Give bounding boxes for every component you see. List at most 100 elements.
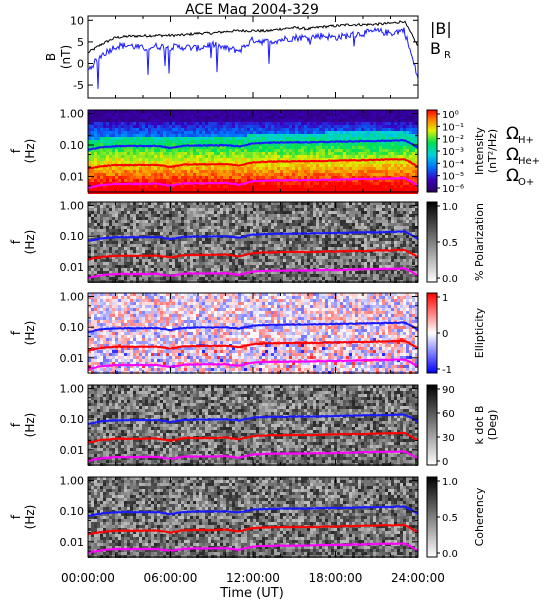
heatmap-cell [136, 226, 139, 229]
heatmap-cell [190, 113, 193, 116]
heatmap-cell [292, 155, 295, 158]
heatmap-cell [376, 170, 379, 173]
heatmap-cell [211, 277, 214, 280]
heatmap-cell [286, 146, 289, 149]
heatmap-cell [259, 259, 262, 262]
heatmap-cell [391, 185, 394, 188]
heatmap-cell [157, 185, 160, 188]
heatmap-cell [214, 110, 217, 113]
heatmap-cell [154, 155, 157, 158]
heatmap-cell [205, 265, 208, 268]
heatmap-cell [163, 259, 166, 262]
heatmap-cell [268, 131, 271, 134]
heatmap-cell [265, 211, 268, 214]
heatmap-cell [97, 211, 100, 214]
heatmap-cell [199, 149, 202, 152]
heatmap-cell [100, 158, 103, 161]
heatmap-cell [376, 134, 379, 137]
heatmap-cell [211, 152, 214, 155]
heatmap-cell [139, 265, 142, 268]
heatmap-cell [349, 146, 352, 149]
heatmap-cell [97, 155, 100, 158]
heatmap-cell [355, 110, 358, 113]
heatmap-cell [148, 268, 151, 271]
heatmap-cell [115, 185, 118, 188]
heatmap-cell [226, 277, 229, 280]
heatmap-cell [385, 128, 388, 131]
heatmap-cell [307, 125, 310, 128]
heatmap-cell [271, 155, 274, 158]
heatmap-cell [145, 229, 148, 232]
heatmap-cell [256, 185, 259, 188]
heatmap-cell [181, 208, 184, 211]
heatmap-cell [145, 241, 148, 244]
heatmap-cell [148, 176, 151, 179]
heatmap-cell [325, 125, 328, 128]
heatmap-cell [160, 208, 163, 211]
heatmap-cell [406, 113, 409, 116]
heatmap-cell [229, 214, 232, 217]
heatmap-cell [166, 211, 169, 214]
heatmap-cell [142, 268, 145, 271]
heatmap-cell [94, 176, 97, 179]
heatmap-cell [142, 113, 145, 116]
heatmap-cell [370, 149, 373, 152]
heatmap-cell [190, 256, 193, 259]
heatmap-cell [148, 259, 151, 262]
heatmap-cell [151, 244, 154, 247]
heatmap-cell [175, 131, 178, 134]
heatmap-cell [109, 259, 112, 262]
heatmap-cell [127, 250, 130, 253]
heatmap-cell [175, 122, 178, 125]
heatmap-cell [100, 235, 103, 238]
heatmap-cell [133, 122, 136, 125]
heatmap-cell [142, 232, 145, 235]
heatmap-cell [295, 125, 298, 128]
heatmap-cell [178, 179, 181, 182]
heatmap-cell [184, 140, 187, 143]
heatmap-cell [163, 167, 166, 170]
heatmap-cell [94, 223, 97, 226]
heatmap-cell [349, 113, 352, 116]
heatmap-cell [133, 259, 136, 262]
heatmap-cell [115, 247, 118, 250]
heatmap-cell [250, 214, 253, 217]
heatmap-cell [172, 137, 175, 140]
heatmap-cell [178, 265, 181, 268]
heatmap-cell [181, 173, 184, 176]
heatmap-cell [310, 158, 313, 161]
heatmap-cell [139, 226, 142, 229]
heatmap-cell [109, 241, 112, 244]
heatmap-cell [304, 119, 307, 122]
heatmap-cell [139, 155, 142, 158]
heatmap-cell [169, 128, 172, 131]
heatmap-cell [265, 128, 268, 131]
heatmap-cell [163, 128, 166, 131]
heatmap-cell [223, 134, 226, 137]
heatmap-cell [154, 202, 157, 205]
heatmap-cell [412, 134, 415, 137]
b-r-legend-sub: R [444, 50, 451, 61]
heatmap-cell [397, 134, 400, 137]
heatmap-cell [166, 262, 169, 265]
heatmap-cell [115, 179, 118, 182]
heatmap-cell [151, 110, 154, 113]
heatmap-cell [202, 110, 205, 113]
heatmap-cell [307, 146, 310, 149]
heatmap-cell [301, 146, 304, 149]
heatmap-cell [271, 265, 274, 268]
heatmap-cell [205, 188, 208, 191]
heatmap-cell [247, 202, 250, 205]
heatmap-cell [91, 188, 94, 191]
heatmap-cell [115, 128, 118, 131]
intensity-ylabel: f [9, 148, 23, 153]
heatmap-cell [91, 253, 94, 256]
heatmap-cell [163, 113, 166, 116]
heatmap-cell [166, 244, 169, 247]
heatmap-cell [97, 128, 100, 131]
heatmap-cell [130, 161, 133, 164]
heatmap-cell [202, 122, 205, 125]
heatmap-cell [346, 125, 349, 128]
heatmap-cell [346, 170, 349, 173]
heatmap-cell [97, 214, 100, 217]
